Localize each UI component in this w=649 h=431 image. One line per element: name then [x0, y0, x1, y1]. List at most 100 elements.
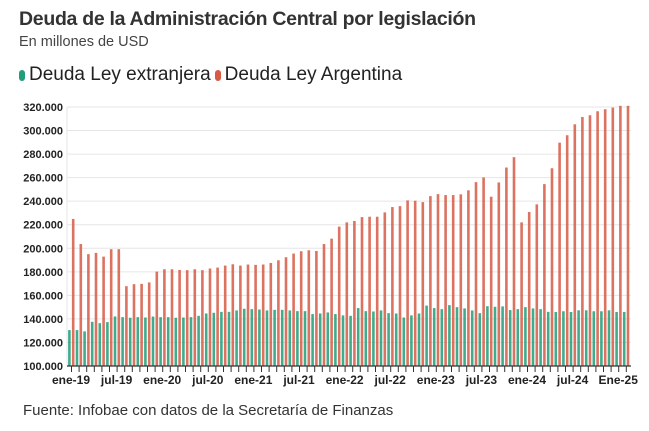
y-tick-label: 280.000 — [23, 149, 63, 161]
bar-ley-extranjera — [584, 310, 588, 366]
bar-ley-argentina — [444, 195, 447, 366]
bar-ley-argentina — [489, 196, 493, 366]
bar-ley-extranjera — [432, 308, 436, 366]
source-note: Fuente: Infobae con datos de la Secretar… — [23, 402, 394, 419]
bar-ley-argentina — [360, 217, 364, 366]
y-tick-label: 180.000 — [23, 267, 63, 279]
x-tick-label: Ene-25 — [599, 373, 639, 387]
y-axis: 100.000 120.000 140.000 160.000 180.000 200.0… — [23, 102, 63, 373]
bar-ley-extranjera — [106, 322, 109, 366]
bar-ley-argentina — [94, 252, 98, 366]
bar-ley-argentina — [102, 256, 105, 366]
bar-ley-extranjera — [128, 317, 132, 366]
bar-ley-argentina — [117, 249, 121, 366]
bar-ley-argentina — [239, 265, 242, 366]
bar-ley-argentina — [520, 222, 523, 366]
bar-ley-extranjera — [349, 315, 352, 366]
bar-ley-extranjera — [250, 309, 254, 366]
x-tick-label: ene-21 — [234, 373, 272, 387]
bar-ley-argentina — [231, 264, 235, 366]
bar-ley-argentina — [398, 206, 402, 366]
bar-ley-argentina — [512, 157, 516, 366]
legend-swatch-red — [214, 69, 221, 81]
bar-ley-extranjera — [144, 317, 147, 366]
y-tick-label: 240.000 — [23, 196, 63, 208]
bar-ley-extranjera — [402, 317, 406, 366]
bar-ley-argentina — [147, 282, 151, 366]
bar-ley-extranjera — [478, 313, 482, 366]
y-tick-label: 260.000 — [23, 173, 63, 185]
bar-ley-argentina — [596, 111, 599, 367]
bar-ley-extranjera — [562, 311, 565, 366]
x-tick-label: ene-22 — [326, 373, 364, 387]
bar-ley-extranjera — [83, 331, 86, 366]
bar-ley-argentina — [573, 124, 577, 366]
bar-ley-argentina — [193, 269, 197, 366]
bar-ley-extranjera — [356, 308, 360, 366]
bar-ley-extranjera — [113, 316, 117, 366]
x-axis: ene-19 jul-19 ene-20 jul-20 ene-21 jul-21 ene-… — [52, 365, 639, 387]
x-tick-label: jul-24 — [556, 373, 589, 387]
bar-ley-argentina — [223, 265, 227, 366]
bar-ley-extranjera — [425, 305, 428, 366]
bar-ley-argentina — [201, 270, 204, 366]
bar-ley-extranjera — [288, 310, 292, 366]
bar-ley-argentina — [565, 135, 569, 366]
bar-ley-extranjera — [524, 307, 527, 366]
bar-ley-extranjera — [394, 313, 398, 366]
bar-ley-argentina — [254, 264, 257, 366]
bar-ley-extranjera — [242, 308, 246, 366]
x-tick-label: jul-22 — [374, 373, 407, 387]
bar-ley-extranjera — [470, 310, 474, 366]
bar-ley-argentina — [406, 200, 409, 366]
bar-ley-extranjera — [554, 311, 558, 366]
bar-ley-extranjera — [417, 313, 421, 366]
bar-ley-extranjera — [508, 310, 512, 366]
bar-ley-argentina — [535, 204, 539, 366]
bar-ley-argentina — [581, 117, 584, 366]
bar-ley-extranjera — [615, 311, 618, 366]
y-tick-label: 320.000 — [23, 102, 63, 114]
bar-ley-argentina — [436, 194, 440, 366]
legend-item-ley-extranjera[interactable]: Deuda Ley extranjera — [19, 64, 211, 86]
bar-ley-argentina — [429, 196, 432, 366]
bar-ley-argentina — [155, 271, 159, 366]
bar-ley-argentina — [87, 254, 90, 366]
bar-ley-extranjera — [68, 330, 71, 366]
bar-ley-extranjera — [151, 316, 155, 366]
bar-ley-extranjera — [372, 311, 375, 366]
bar-ley-argentina — [208, 268, 212, 366]
y-tick-label: 140.000 — [23, 314, 63, 326]
bar-ley-argentina — [315, 250, 318, 366]
bar-ley-extranjera — [569, 311, 573, 366]
bar-ley-argentina — [292, 253, 295, 366]
x-tick-label: ene-20 — [143, 373, 181, 387]
legend-item-ley-argentina[interactable]: Deuda Ley Argentina — [214, 64, 402, 86]
bar-ley-extranjera — [166, 317, 170, 366]
bar-ley-extranjera — [592, 311, 596, 366]
y-tick-label: 220.000 — [23, 220, 63, 232]
bar-ley-argentina — [505, 167, 508, 366]
bar-ley-extranjera — [189, 317, 193, 366]
legend: Deuda Ley extranjera Deuda Ley Argentina — [19, 64, 406, 86]
bar-ley-argentina — [543, 184, 546, 366]
bar-ley-extranjera — [235, 310, 238, 366]
bar-ley-argentina — [163, 269, 166, 366]
bar-ley-argentina — [558, 142, 561, 366]
bar-ley-argentina — [550, 168, 554, 366]
bar-ley-extranjera — [273, 309, 276, 366]
bar-ley-extranjera — [577, 310, 580, 366]
bar-ley-argentina — [109, 249, 113, 366]
y-tick-label: 200.000 — [23, 243, 63, 255]
bar-ley-argentina — [603, 109, 607, 367]
bar-ley-argentina — [216, 267, 219, 366]
bar-ley-extranjera — [493, 306, 497, 366]
bar-ley-argentina — [140, 283, 143, 366]
gridlines — [66, 106, 631, 366]
bar-ley-extranjera — [75, 330, 79, 366]
bar-ley-extranjera — [387, 313, 390, 366]
bar-ley-argentina — [337, 226, 341, 366]
bar-ley-argentina — [307, 250, 311, 366]
bar-ley-argentina — [619, 105, 622, 366]
bar-ley-extranjera — [364, 311, 368, 366]
